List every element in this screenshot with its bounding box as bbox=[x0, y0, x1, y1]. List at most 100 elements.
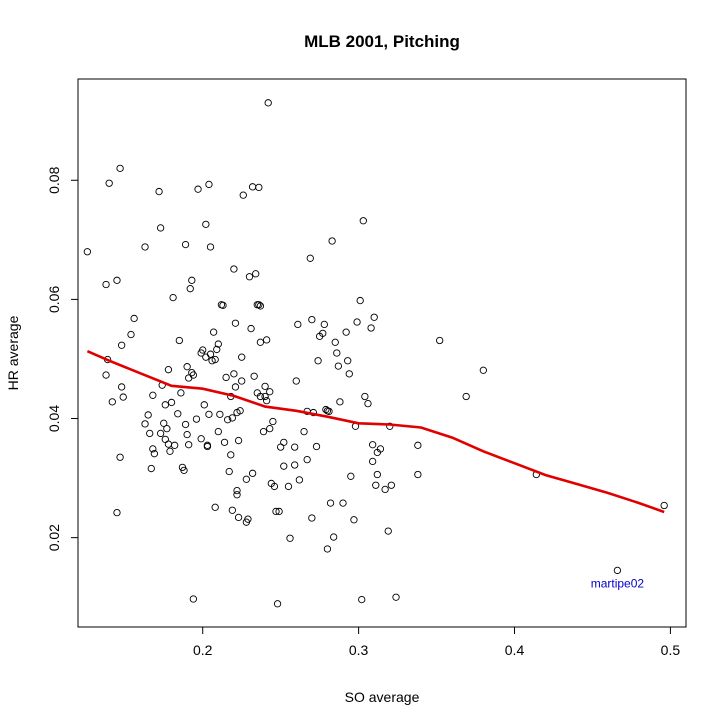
data-point bbox=[333, 349, 341, 357]
data-point bbox=[248, 469, 257, 477]
data-point bbox=[372, 481, 380, 489]
y-tick-label: 0.02 bbox=[46, 524, 62, 551]
data-point bbox=[118, 341, 126, 349]
data-point bbox=[261, 382, 269, 391]
data-point bbox=[146, 429, 154, 438]
data-point bbox=[214, 427, 222, 436]
data-point bbox=[205, 180, 213, 189]
data-point bbox=[245, 273, 254, 281]
data-point bbox=[219, 301, 227, 309]
data-point bbox=[113, 276, 121, 284]
data-point bbox=[613, 566, 622, 575]
data-point bbox=[364, 399, 372, 408]
data-point bbox=[286, 534, 294, 542]
data-point bbox=[345, 370, 353, 378]
data-point bbox=[188, 369, 196, 377]
data-point bbox=[230, 265, 238, 273]
data-point bbox=[266, 388, 274, 396]
data-point bbox=[347, 472, 355, 480]
data-point bbox=[270, 482, 279, 491]
data-point bbox=[192, 415, 201, 423]
data-point bbox=[414, 470, 422, 479]
data-point bbox=[238, 377, 246, 385]
data-point bbox=[181, 420, 190, 429]
data-point bbox=[266, 424, 274, 433]
data-point bbox=[206, 350, 215, 358]
data-point bbox=[239, 191, 247, 199]
data-point bbox=[222, 373, 230, 382]
data-point bbox=[175, 336, 183, 345]
data-points bbox=[83, 99, 668, 608]
x-axis: 0.2 0.3 0.4 0.5 bbox=[193, 627, 680, 658]
data-point bbox=[231, 319, 240, 327]
data-point bbox=[171, 441, 179, 449]
data-point bbox=[272, 507, 280, 516]
data-point bbox=[197, 435, 205, 443]
data-point bbox=[149, 445, 157, 453]
data-point bbox=[250, 372, 258, 380]
data-point bbox=[164, 366, 173, 374]
data-point bbox=[300, 427, 308, 436]
data-point bbox=[156, 224, 165, 232]
x-tick-label: 0.2 bbox=[193, 642, 213, 658]
data-point bbox=[306, 254, 314, 262]
data-point bbox=[200, 401, 208, 409]
data-point bbox=[280, 438, 288, 446]
data-point bbox=[361, 392, 369, 401]
y-tick-label: 0.08 bbox=[46, 166, 62, 193]
data-point bbox=[224, 416, 232, 424]
data-point bbox=[228, 414, 236, 422]
data-point bbox=[376, 445, 385, 453]
data-point bbox=[334, 362, 342, 370]
data-point bbox=[292, 377, 300, 385]
x-tick-label: 0.3 bbox=[349, 642, 369, 658]
data-point bbox=[373, 470, 381, 479]
data-point bbox=[130, 314, 138, 323]
data-point bbox=[312, 442, 321, 451]
data-point bbox=[209, 328, 218, 336]
data-point bbox=[188, 276, 196, 284]
data-point bbox=[236, 407, 244, 415]
data-point bbox=[147, 464, 155, 473]
data-point bbox=[256, 302, 265, 310]
data-point bbox=[320, 320, 328, 329]
data-point bbox=[214, 340, 222, 348]
data-point bbox=[242, 475, 251, 483]
data-point bbox=[323, 545, 332, 553]
data-point bbox=[83, 248, 92, 256]
data-point bbox=[479, 366, 487, 374]
data-point bbox=[284, 482, 293, 491]
data-point bbox=[116, 164, 124, 172]
data-point bbox=[199, 346, 207, 354]
data-point bbox=[211, 503, 219, 511]
data-point bbox=[230, 370, 238, 378]
data-point bbox=[233, 486, 241, 495]
data-point bbox=[342, 328, 350, 336]
data-point bbox=[189, 371, 198, 379]
data-point bbox=[118, 383, 126, 391]
data-point bbox=[392, 593, 400, 601]
data-point bbox=[660, 501, 668, 510]
annotations: martipe02 bbox=[591, 576, 645, 590]
data-point bbox=[326, 499, 335, 507]
data-point bbox=[113, 508, 121, 517]
plot-area-frame bbox=[77, 78, 687, 628]
data-point bbox=[303, 455, 311, 464]
data-point bbox=[262, 397, 271, 405]
data-point bbox=[252, 270, 260, 278]
data-point bbox=[141, 243, 149, 251]
data-point bbox=[356, 296, 364, 305]
data-point bbox=[261, 392, 269, 401]
data-point bbox=[319, 329, 327, 337]
data-point bbox=[174, 410, 182, 418]
x-tick-label: 0.4 bbox=[505, 642, 525, 658]
data-point bbox=[344, 357, 352, 365]
data-point bbox=[203, 441, 212, 449]
y-tick-label: 0.06 bbox=[46, 286, 62, 313]
data-point bbox=[384, 527, 392, 535]
data-point bbox=[231, 383, 240, 391]
y-axis: 0.02 0.04 0.06 0.08 bbox=[46, 166, 78, 551]
data-point bbox=[308, 514, 316, 522]
data-point bbox=[255, 183, 263, 192]
